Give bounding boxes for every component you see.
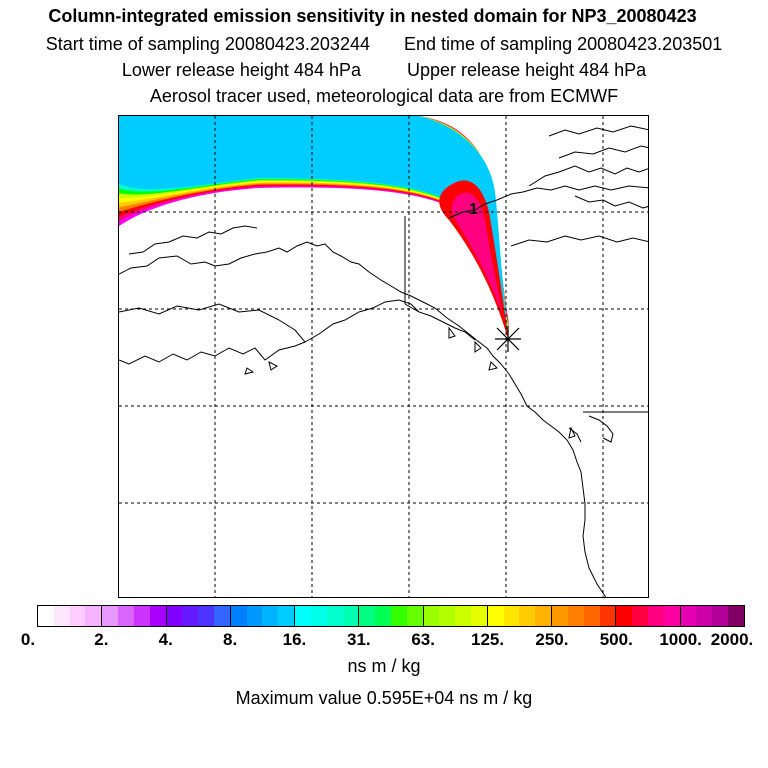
colorbar-cell	[728, 606, 744, 626]
colorbar-cell	[326, 606, 343, 626]
colorbar-block	[359, 606, 424, 626]
colorbar-cell	[616, 606, 633, 626]
map-svg: 1	[119, 116, 648, 597]
colorbar-cell	[359, 606, 376, 626]
colorbar-ticks: 0. 2. 4. 8. 16. 31. 63. 125. 250. 500. 1000. 2000.	[0, 630, 768, 652]
colorbar-block	[230, 606, 296, 626]
colorbar-tick-label: 16.	[282, 630, 307, 649]
colorbar-cell	[102, 606, 119, 626]
colorbar-cell	[278, 606, 295, 626]
colorbar-cell	[85, 606, 102, 626]
colorbar-block	[616, 606, 681, 626]
graticule	[119, 116, 648, 597]
colorbar-cell	[503, 606, 520, 626]
colorbar-tick-label: 63.	[411, 630, 435, 649]
colorbar-block	[295, 606, 360, 626]
colorbar-units: ns m / kg	[347, 656, 421, 676]
colorbar-cell	[406, 606, 423, 626]
colorbar-cell	[567, 606, 584, 626]
colorbar-cell	[519, 606, 536, 626]
map-panel: 1	[118, 115, 649, 598]
colorbar-cell	[487, 606, 504, 626]
release-point-marker	[495, 326, 521, 352]
colorbar-cell	[552, 606, 568, 626]
colorbar-block	[102, 606, 167, 626]
colorbar-cell	[133, 606, 150, 626]
colorbar-tick-label: 1000.	[659, 630, 702, 649]
colorbar-cell	[310, 606, 327, 626]
colorbar-tick-label: 500.	[599, 630, 633, 649]
colorbar-cell	[583, 606, 600, 626]
page-title: Column-integrated emission sensitivity i…	[48, 6, 697, 26]
colorbar-cell	[230, 606, 247, 626]
colorbar-tick-label: 125.	[470, 630, 505, 649]
colorbar-cell	[535, 606, 552, 626]
colorbar-cell	[375, 606, 391, 626]
colorbar-block	[487, 606, 553, 626]
colorbar-block	[552, 606, 617, 626]
colorbar-cell	[423, 606, 440, 626]
colorbar-cell	[632, 606, 649, 626]
colorbar-tick-label: 2000.	[710, 630, 754, 649]
colorbar-cell	[182, 606, 199, 626]
colorbar-cell	[599, 606, 616, 626]
colorbar-tick-label: 8.	[222, 630, 238, 649]
colorbar-tick-label: 2.	[94, 630, 109, 649]
colorbar-cell	[69, 606, 86, 626]
plume-band	[119, 116, 509, 344]
lower-release-label: Lower release height 484 hPa	[121, 60, 361, 80]
colorbar-cell	[648, 606, 664, 626]
emission-sensitivity-plume	[119, 116, 509, 344]
coastlines	[119, 125, 648, 597]
release-heights: Lower release height 484 hPa Upper relea…	[0, 60, 768, 81]
colorbar-cell	[295, 606, 311, 626]
colorbar-cell	[471, 606, 487, 626]
colorbar-cell	[342, 606, 359, 626]
end-time-label: End time of sampling 20080423.203501	[404, 34, 723, 54]
colorbar-cell	[118, 606, 134, 626]
colorbar-cell	[38, 606, 54, 626]
colorbar-cell	[663, 606, 680, 626]
colorbar-block	[423, 606, 488, 626]
tracer-info: Aerosol tracer used, meteorological data…	[149, 86, 619, 106]
start-time-label: Start time of sampling 20080423.203244	[45, 34, 370, 54]
colorbar-cell	[455, 606, 472, 626]
colorbar-block	[680, 606, 744, 626]
maximum-value-label: Maximum value 0.595E+04 ns m / kg	[235, 688, 533, 708]
borders	[404, 216, 648, 413]
colorbar-cell	[680, 606, 697, 626]
colorbar-block	[38, 606, 103, 626]
upper-release-label: Upper release height 484 hPa	[407, 60, 647, 80]
colorbar-cell	[246, 606, 263, 626]
colorbar-cell	[712, 606, 729, 626]
islands	[244, 326, 576, 439]
colorbar-tick-label: 4.	[158, 630, 173, 649]
trajectory-marker-label: 1	[469, 201, 478, 218]
colorbar-block	[166, 606, 231, 626]
colorbar-cell	[198, 606, 214, 626]
sampling-times: Start time of sampling 20080423.203244 E…	[0, 34, 768, 55]
colorbar-tick-label: 0.	[20, 630, 36, 649]
colorbar	[37, 605, 745, 627]
plume-core-max	[451, 192, 503, 316]
colorbar-cell	[696, 606, 713, 626]
colorbar-cell	[390, 606, 407, 626]
colorbar-cell	[53, 606, 70, 626]
colorbar-cell	[213, 606, 230, 626]
colorbar-cell	[439, 606, 456, 626]
colorbar-cell	[149, 606, 166, 626]
colorbar-cell	[262, 606, 279, 626]
colorbar-tick-label: 250.	[535, 630, 569, 649]
colorbar-cell	[166, 606, 183, 626]
colorbar-tick-label: 31.	[346, 630, 371, 649]
